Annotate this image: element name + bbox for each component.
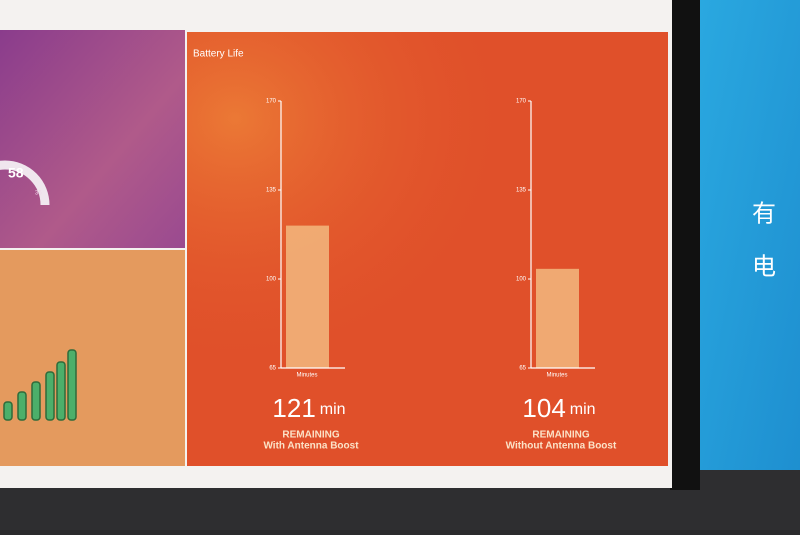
readout-unit: min <box>570 401 596 418</box>
subcaption: With Antenna Boost <box>263 441 359 452</box>
signal-icon <box>3 349 77 421</box>
caption: REMAINING <box>532 430 589 441</box>
x-axis-label: Minutes <box>546 373 567 379</box>
panel-glow <box>187 32 668 466</box>
blue-screen <box>700 0 800 470</box>
bezel <box>670 0 700 490</box>
gauge-value: 58 <box>8 165 24 181</box>
readout-value: 104 <box>522 393 565 423</box>
gauge-max: 35 <box>35 191 42 197</box>
signal-panel <box>0 250 185 466</box>
y-tick-label: 100 <box>516 277 527 283</box>
y-tick-label: 65 <box>519 366 526 372</box>
readout: 104 min <box>522 393 595 423</box>
bar <box>286 225 329 368</box>
y-tick-label: 135 <box>266 188 277 194</box>
x-axis-label: Minutes <box>296 373 317 379</box>
y-tick-label: 170 <box>266 99 277 105</box>
side-text: 有 <box>752 200 776 227</box>
subcaption: Without Antenna Boost <box>506 441 617 452</box>
y-tick-label: 170 <box>516 99 527 105</box>
y-tick-label: 100 <box>266 277 277 283</box>
readout: 121 min <box>272 393 345 423</box>
readout-value: 121 <box>272 393 315 423</box>
gauge-panel <box>0 30 185 248</box>
gauge-arc <box>0 160 50 206</box>
bar <box>536 268 579 368</box>
caption: REMAINING <box>282 430 339 441</box>
readout-unit: min <box>320 401 346 418</box>
y-tick-label: 65 <box>269 366 276 372</box>
side-text: 电 <box>752 253 776 280</box>
y-tick-label: 135 <box>516 188 527 194</box>
panel-title: Battery Life <box>193 49 244 60</box>
